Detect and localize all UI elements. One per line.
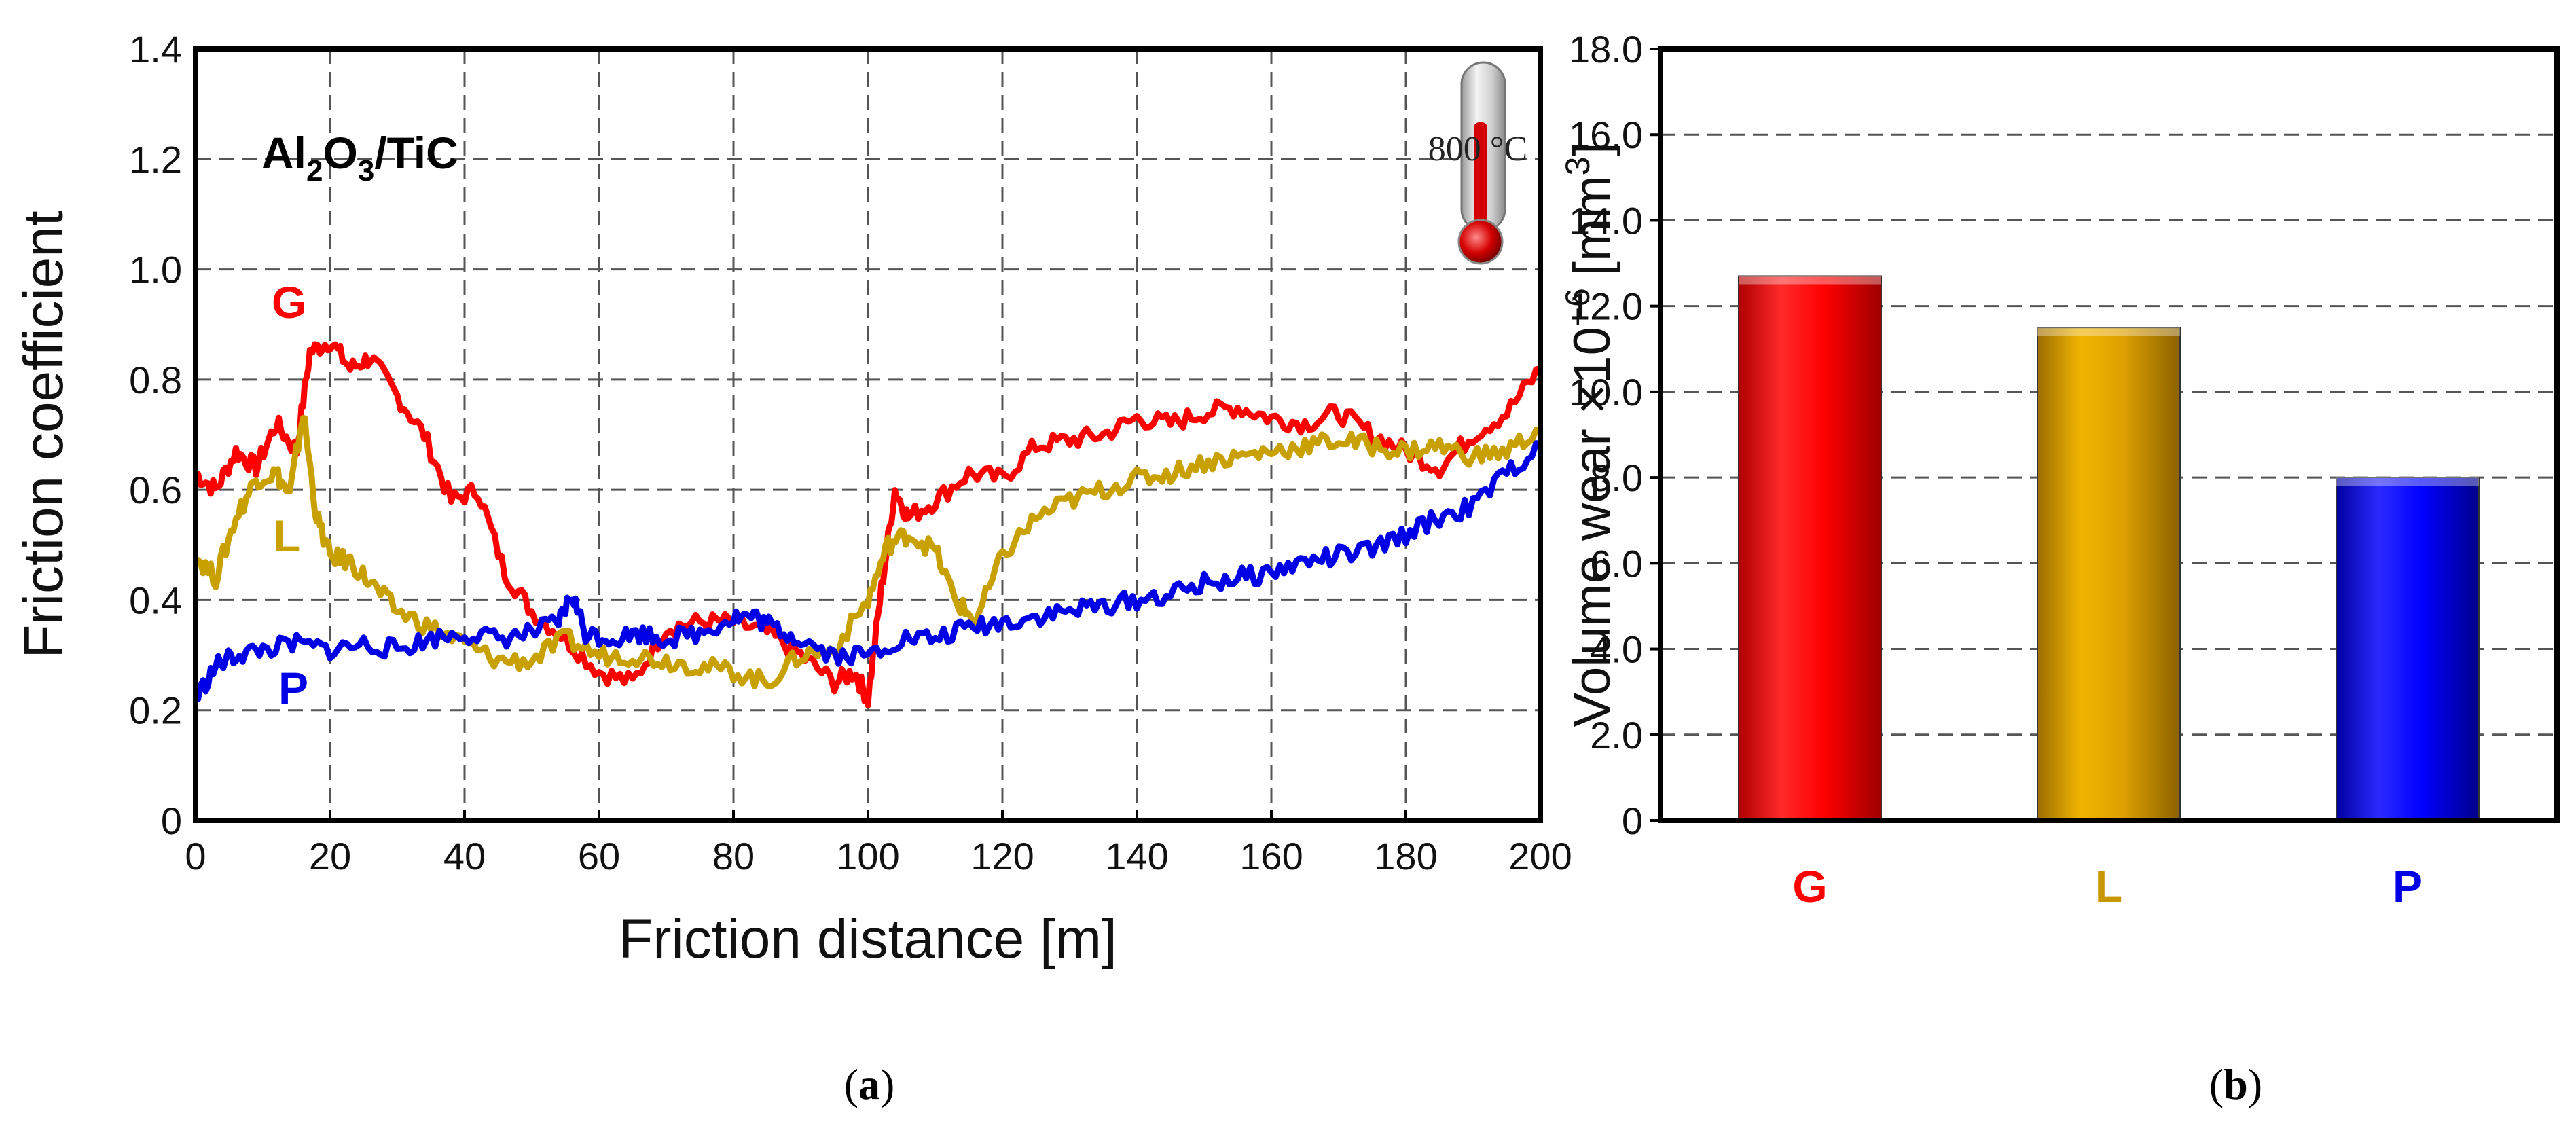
friction-x-tick-label: 0: [185, 835, 206, 877]
wear-bar-highlight: [2336, 477, 2479, 486]
friction-x-tick-label: 20: [309, 835, 351, 877]
panel-label-b: (b): [2209, 1060, 2262, 1108]
wear-bar-p: [2336, 477, 2480, 821]
friction-x-tick-label: 40: [443, 835, 486, 877]
panel-letter-b: b: [2224, 1060, 2248, 1108]
material-sub1: 2: [306, 154, 323, 187]
friction-y-ticks: 0 0.2 0.4 0.6 0.8 1.0 1.2 1.4: [129, 28, 182, 842]
friction-x-tick-label: 160: [1239, 835, 1303, 877]
wear-bars: [1738, 275, 2480, 821]
wear-y-tick-label: 0: [1622, 799, 1643, 842]
wear-category-label-p: P: [2393, 861, 2423, 911]
friction-x-tick-label: 180: [1374, 835, 1437, 877]
friction-y-axis-title: Friction coefficient: [13, 211, 75, 659]
friction-x-tick-label: 140: [1105, 835, 1168, 877]
material-annotation: Al2O3/TiC: [261, 128, 458, 187]
friction-series-l: [196, 415, 1540, 689]
series-label-g: G: [272, 277, 306, 327]
panel-b: 0 2.0 4.0 6.0 8.0 10.0 12.0 14.0 16.0 18.0 G L P Vo…: [1559, 28, 2560, 1108]
friction-x-tick-label: 60: [578, 835, 620, 877]
wear-category-label-g: G: [1792, 861, 1827, 911]
friction-y-tick-label: 0.2: [129, 689, 182, 732]
material-mid: O: [323, 128, 357, 178]
wear-y-tick-label: 8.0: [1590, 456, 1643, 499]
panel-letter-a: a: [858, 1060, 880, 1108]
friction-y-tick-label: 0.8: [129, 359, 182, 401]
wear-y-tick-label: 10.0: [1569, 371, 1643, 414]
series-label-p: P: [278, 663, 308, 713]
wear-y-tick-label: 14.0: [1569, 199, 1643, 242]
friction-series-g: [196, 341, 1540, 708]
panel-a: 0 20 40 60 80 100 120 140 160 180 200 0 0.2 0.4 0.6 0.…: [13, 28, 1572, 1108]
friction-x-tick-label: 80: [712, 835, 755, 877]
friction-series-lines: [196, 341, 1540, 708]
wear-category-label-l: L: [2095, 861, 2122, 911]
material-sub2: 3: [358, 154, 374, 187]
wear-y-tick-label: 2.0: [1590, 714, 1643, 757]
friction-y-tick-label: 0: [161, 799, 182, 842]
wear-bar-g: [1738, 275, 1882, 821]
wear-y-tick-label: 16.0: [1569, 113, 1643, 156]
friction-y-tick-label: 0.6: [129, 469, 182, 511]
wear-y-tick-label: 6.0: [1590, 542, 1643, 585]
wear-y-ticks: 0 2.0 4.0 6.0 8.0 10.0 12.0 14.0 16.0 18.0: [1569, 28, 1661, 842]
wear-bar-highlight: [1739, 276, 1881, 285]
material-suffix: /TiC: [374, 128, 458, 178]
wear-y-tick-label: 18.0: [1569, 28, 1643, 71]
friction-x-ticks: 0 20 40 60 80 100 120 140 160 180 200: [185, 810, 1572, 877]
friction-x-tick-label: 200: [1508, 835, 1572, 877]
wear-plot-frame: [1658, 46, 2560, 823]
wear-y-axis-title: Volume wear ×10−6 [mm3]: [1559, 142, 1621, 727]
friction-y-tick-label: 1.0: [129, 249, 182, 291]
friction-x-tick-label: 120: [970, 835, 1034, 877]
material-prefix: Al: [261, 128, 306, 178]
friction-y-tick-label: 0.4: [129, 579, 182, 621]
wear-bar-highlight: [2037, 327, 2180, 336]
wear-bar-l: [2037, 327, 2181, 821]
wear-ylabel-exp: −6: [1559, 288, 1597, 327]
wear-y-tick-label: 4.0: [1590, 628, 1643, 671]
panel-label-a: (a): [844, 1060, 895, 1108]
wear-y-tick-label: 12.0: [1569, 285, 1643, 328]
wear-ylabel-main: Volume wear ×10: [1563, 327, 1621, 727]
wear-ylabel-unit-exp: 3: [1559, 157, 1597, 176]
friction-y-tick-label: 1.2: [129, 138, 182, 181]
thermometer-icon: 800 °C: [1428, 61, 1527, 265]
wear-ylabel-unit-post: ]: [1563, 142, 1621, 156]
friction-x-tick-label: 100: [836, 835, 899, 877]
friction-y-tick-label: 1.4: [129, 28, 182, 71]
friction-series-p: [196, 440, 1540, 702]
wear-ylabel-unit-pre: [mm: [1563, 175, 1621, 276]
temperature-label: 800 °C: [1428, 130, 1527, 168]
series-label-l: L: [273, 511, 300, 561]
friction-x-axis-title: Friction distance [m]: [619, 908, 1117, 970]
friction-grid: [196, 49, 1540, 820]
